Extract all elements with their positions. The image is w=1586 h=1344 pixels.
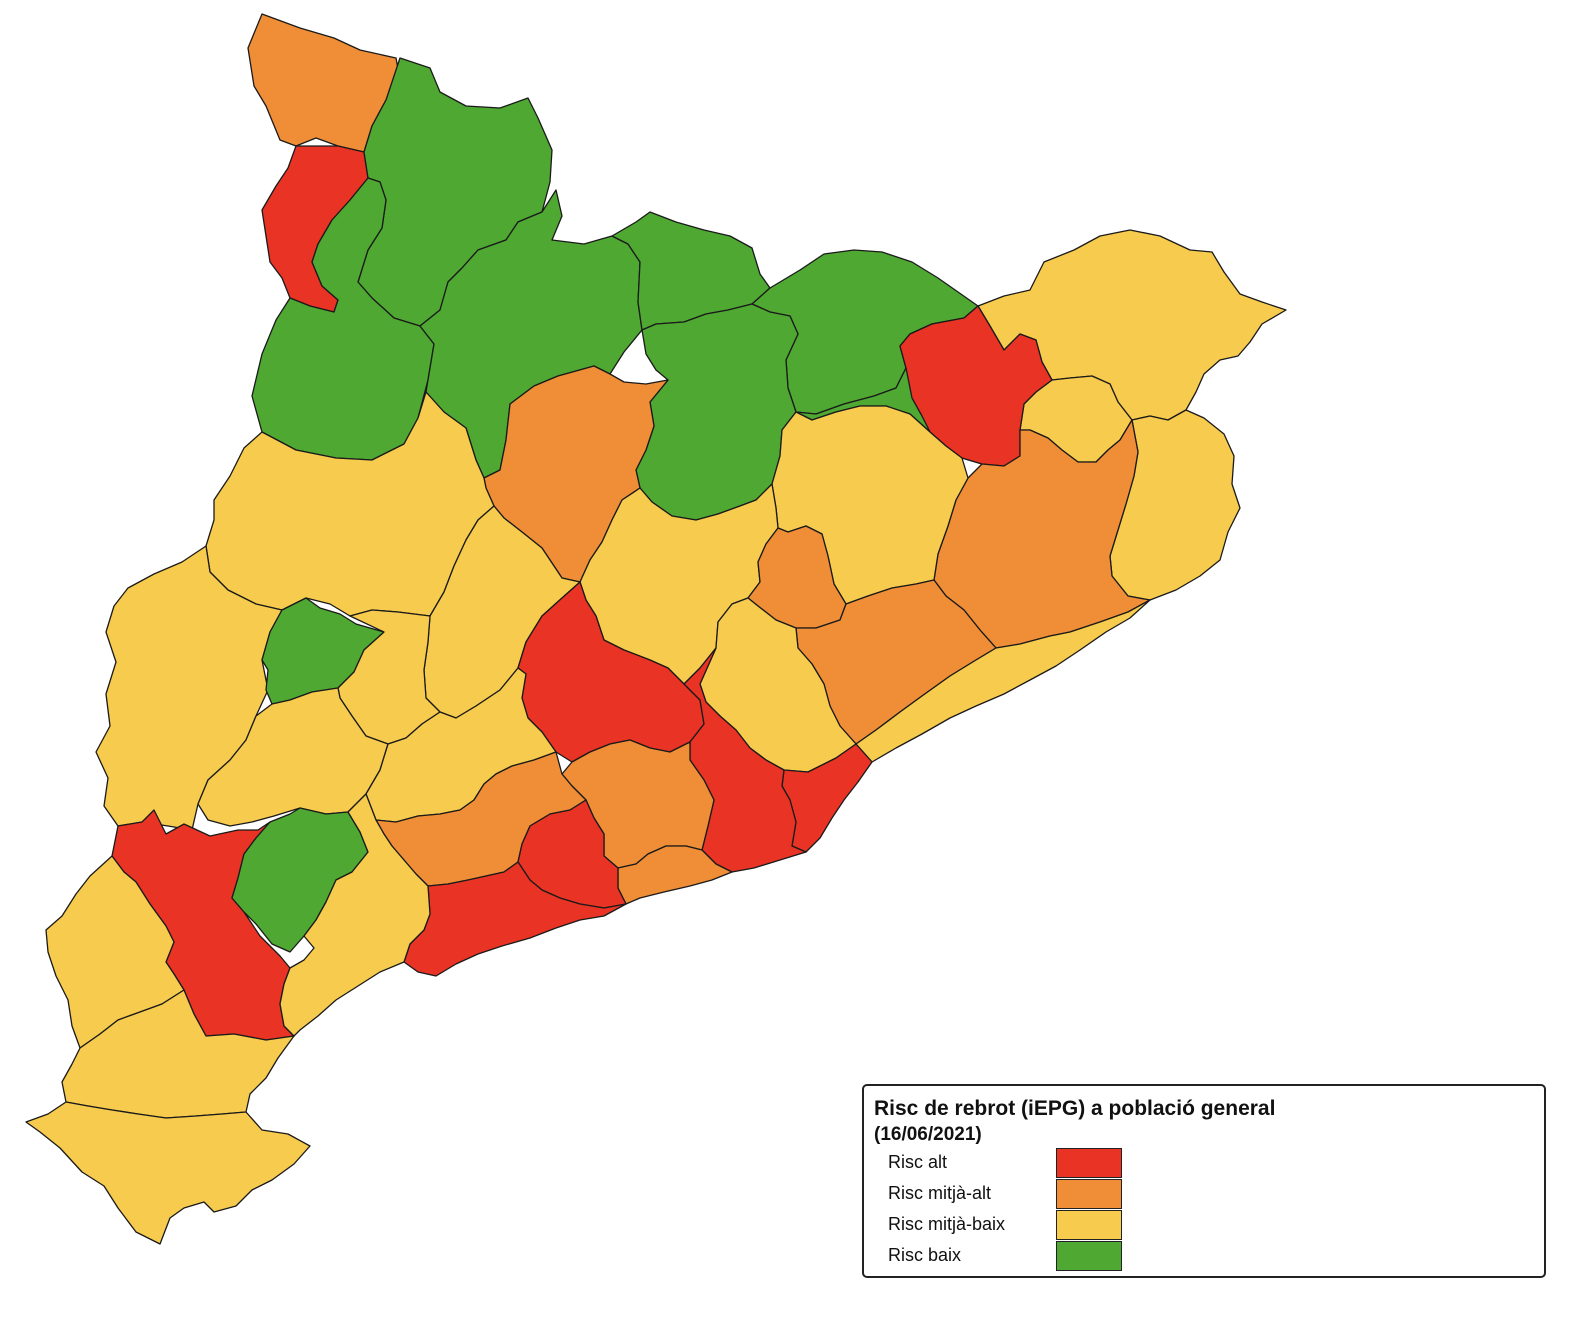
region-maresme[interactable] bbox=[855, 599, 1151, 763]
legend-swatch-red bbox=[1056, 1148, 1122, 1178]
legend-swatch-yellow bbox=[1056, 1210, 1122, 1240]
legend: Risc de rebrot (iEPG) a població general… bbox=[862, 1084, 1546, 1278]
legend-label: Risc mitjà-alt bbox=[888, 1183, 992, 1203]
legend-label: Risc mitjà-baix bbox=[888, 1214, 1006, 1234]
legend-label: Risc alt bbox=[888, 1152, 948, 1172]
legend-label: Risc baix bbox=[888, 1245, 962, 1265]
legend-item-risc-mitja-alt: Risc mitjà-alt bbox=[888, 1179, 1528, 1209]
region-baix-camp[interactable] bbox=[279, 793, 431, 1037]
legend-item-risc-alt: Risc alt bbox=[888, 1148, 1528, 1178]
region-pallars-jussa[interactable] bbox=[251, 177, 435, 461]
legend-date: (16/06/2021) bbox=[874, 1124, 982, 1145]
legend-swatch-green bbox=[1056, 1241, 1122, 1271]
region-tarragones[interactable] bbox=[403, 861, 627, 977]
legend-item-risc-baix: Risc baix bbox=[888, 1241, 1528, 1271]
legend-title: Risc de rebrot (iEPG) a població general bbox=[874, 1097, 1276, 1120]
legend-swatch-orange bbox=[1056, 1179, 1122, 1209]
region-girones[interactable] bbox=[899, 305, 1053, 467]
legend-item-risc-mitja-baix: Risc mitjà-baix bbox=[888, 1210, 1528, 1240]
region-montsia[interactable] bbox=[25, 1101, 311, 1245]
